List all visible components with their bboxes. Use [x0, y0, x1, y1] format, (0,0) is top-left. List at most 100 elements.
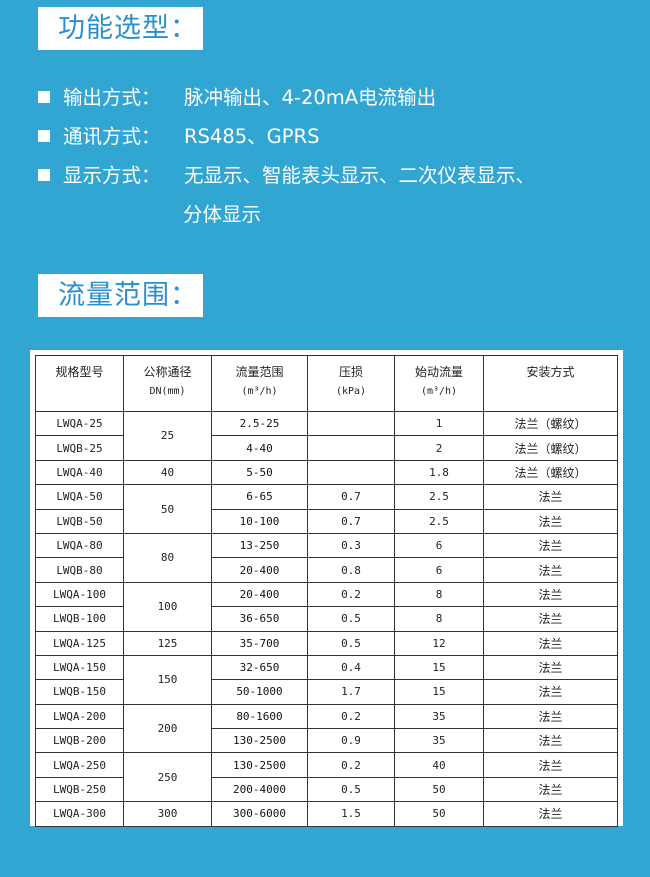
cell-flow-range: 20-400	[211, 557, 308, 583]
cell-installation: 法兰	[483, 728, 618, 754]
cell-dn: 80	[123, 532, 212, 583]
header-dn: 公称通径 DN(mm)	[123, 355, 212, 412]
cell-installation: 法兰	[483, 557, 618, 583]
cell-pressure-loss: 0.4	[307, 654, 395, 681]
cell-model: LWQB-200	[35, 728, 124, 754]
cell-flow-range: 36-650	[211, 606, 308, 632]
cell-flow-range: 200-4000	[211, 776, 308, 803]
cell-dn: 250	[123, 752, 212, 803]
table-row: LWQA-300 300 300-6000 1.5 50 法兰	[35, 801, 618, 827]
cell-model: LWQA-125	[35, 630, 124, 656]
table-row: LWQA-200 200 80-1600 0.2 35 法兰	[35, 703, 618, 754]
header-unit: (kPa)	[335, 386, 367, 397]
cell-installation: 法兰	[483, 752, 618, 778]
cell-start-flow: 12	[394, 630, 484, 656]
cell-pressure-loss: 0.7	[307, 484, 395, 510]
square-bullet-icon	[38, 168, 50, 181]
cell-model: LWQA-100	[35, 581, 124, 608]
cell-model: LWQA-250	[35, 752, 124, 778]
cell-model: LWQB-25	[35, 435, 124, 461]
cell-installation: 法兰	[483, 776, 618, 803]
cell-flow-range: 300-6000	[211, 801, 308, 827]
cell-flow-range: 10-100	[211, 508, 308, 534]
cell-start-flow: 35	[394, 728, 484, 754]
cell-pressure-loss: 0.7	[307, 508, 395, 534]
cell-model: LWQB-100	[35, 606, 124, 632]
cell-dn: 200	[123, 703, 212, 754]
cell-dn: 300	[123, 801, 212, 827]
table-row: LWQA-80 80 13-250 0.3 6 法兰	[35, 532, 618, 583]
header-title: 规格型号	[55, 365, 104, 379]
cell-start-flow: 8	[394, 581, 484, 608]
cell-start-flow: 40	[394, 752, 484, 778]
cell-installation: 法兰	[483, 484, 618, 510]
cell-start-flow: 15	[394, 679, 484, 705]
cell-start-flow: 2.5	[394, 508, 484, 534]
cell-pressure-loss: 1.5	[307, 801, 395, 827]
table-row: LWQA-125 125 35-700 0.5 12 法兰	[35, 630, 618, 656]
cell-installation: 法兰	[483, 532, 618, 559]
table-header-row: 规格型号 公称通径 DN(mm) 流量范围 (m³/h) 压损 (kPa) 始动流量 (m³/h…	[35, 355, 618, 412]
cell-model: LWQA-300	[35, 801, 124, 827]
cell-model: LWQB-80	[35, 557, 124, 583]
table-row: LWQB-150 50-1000 1.7 15 法兰	[35, 679, 618, 705]
cell-start-flow: 15	[394, 654, 484, 681]
cell-pressure-loss: 0.5	[307, 630, 395, 656]
cell-pressure-loss	[307, 435, 395, 461]
table-row: LWQA-100 100 20-400 0.2 8 法兰	[35, 581, 618, 632]
header-title: 流量范围	[235, 365, 284, 379]
table-row: LWQB-25 4-40 2 法兰（螺纹）	[35, 435, 618, 461]
cell-start-flow: 50	[394, 776, 484, 803]
feature-value: 无显示、智能表头显示、二次仪表显示、	[184, 164, 536, 187]
cell-dn: 150	[123, 654, 212, 705]
header-title: 公称通径	[143, 365, 192, 379]
cell-flow-range: 13-250	[211, 532, 308, 559]
cell-installation: 法兰	[483, 508, 618, 534]
cell-start-flow: 6	[394, 532, 484, 559]
cell-flow-range: 35-700	[211, 630, 308, 656]
cell-start-flow: 1	[394, 410, 484, 437]
header-pressure-loss: 压损 (kPa)	[307, 355, 395, 412]
cell-flow-range: 80-1600	[211, 703, 308, 730]
table-row: LWQA-250 250 130-2500 0.2 40 法兰	[35, 752, 618, 803]
cell-model: LWQA-40	[35, 459, 124, 486]
cell-installation: 法兰（螺纹）	[483, 459, 618, 486]
header-unit: (m³/h)	[420, 386, 458, 397]
cell-installation: 法兰	[483, 606, 618, 632]
header-flow-range: 流量范围 (m³/h)	[211, 355, 308, 412]
table-row: LWQB-250 200-4000 0.5 50 法兰	[35, 776, 618, 803]
cell-installation: 法兰	[483, 679, 618, 705]
cell-dn: 40	[123, 459, 212, 486]
cell-start-flow: 6	[394, 557, 484, 583]
cell-dn: 125	[123, 630, 212, 656]
table-row: LWQA-25 25 2.5-25 1 法兰（螺纹）	[35, 410, 618, 461]
cell-flow-range: 4-40	[211, 435, 308, 461]
cell-installation: 法兰	[483, 630, 618, 656]
cell-dn: 100	[123, 581, 212, 632]
cell-flow-range: 130-2500	[211, 728, 308, 754]
feature-label: 通讯方式：	[63, 125, 161, 148]
cell-start-flow: 50	[394, 801, 484, 827]
feature-label: 输出方式：	[63, 86, 161, 109]
header-unit: DN(mm)	[149, 386, 186, 397]
cell-installation: 法兰	[483, 801, 618, 827]
feature-display-continued: 分体显示	[183, 203, 262, 226]
table-row: LWQB-100 36-650 0.5 8 法兰	[35, 606, 618, 632]
cell-pressure-loss	[307, 410, 395, 437]
spec-table-panel: 规格型号 公称通径 DN(mm) 流量范围 (m³/h) 压损 (kPa) 始动流量 (m³/h…	[30, 350, 623, 827]
cell-start-flow: 2	[394, 435, 484, 461]
section-title-flow-range: 流量范围：	[38, 274, 203, 317]
table-row: LWQB-50 10-100 0.7 2.5 法兰	[35, 508, 618, 534]
cell-flow-range: 6-65	[211, 484, 308, 510]
cell-start-flow: 1.8	[394, 459, 484, 486]
cell-model: LWQB-150	[35, 679, 124, 705]
cell-model: LWQA-150	[35, 654, 124, 681]
cell-dn: 50	[123, 484, 212, 534]
feature-value: RS485、GPRS	[184, 125, 320, 148]
cell-pressure-loss: 0.8	[307, 557, 395, 583]
cell-pressure-loss	[307, 459, 395, 486]
cell-flow-range: 130-2500	[211, 752, 308, 778]
cell-start-flow: 8	[394, 606, 484, 632]
cell-pressure-loss: 0.2	[307, 581, 395, 608]
cell-installation: 法兰（螺纹）	[483, 435, 618, 461]
